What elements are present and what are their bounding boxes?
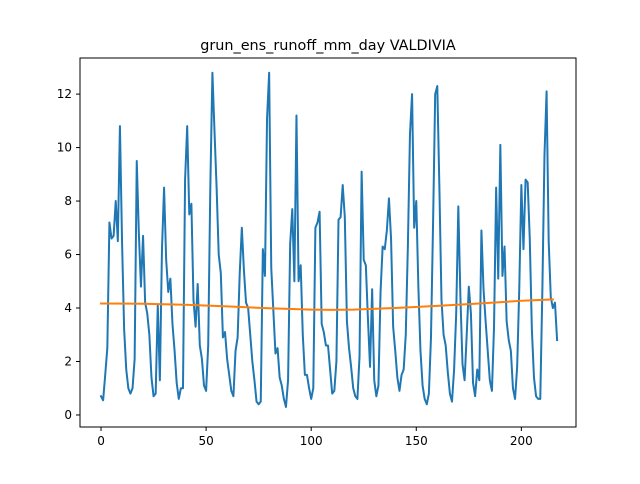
chart-title: grun_ens_runoff_mm_day VALDIVIA: [200, 38, 456, 54]
x-tick-label: 200: [510, 434, 533, 448]
y-tick-label: 8: [64, 194, 72, 208]
y-tick-label: 10: [57, 141, 72, 155]
x-tick-label: 150: [405, 434, 428, 448]
y-tick-label: 6: [64, 248, 72, 262]
y-tick-label: 12: [57, 87, 72, 101]
y-axis: 0 2 4 6 8 10 12: [57, 87, 80, 422]
y-tick-label: 0: [64, 408, 72, 422]
x-axis: 0 50 100 150 200: [97, 427, 533, 448]
series-2-line: [100, 298, 554, 311]
x-tick-label: 100: [300, 434, 323, 448]
x-tick-label: 50: [198, 434, 213, 448]
series-1-line: [99, 71, 559, 408]
series-layer: [99, 71, 559, 408]
y-tick-label: 2: [64, 354, 72, 368]
y-tick-label: 4: [64, 301, 72, 315]
plot-frame: [79, 57, 577, 428]
x-tick-label: 0: [97, 434, 105, 448]
